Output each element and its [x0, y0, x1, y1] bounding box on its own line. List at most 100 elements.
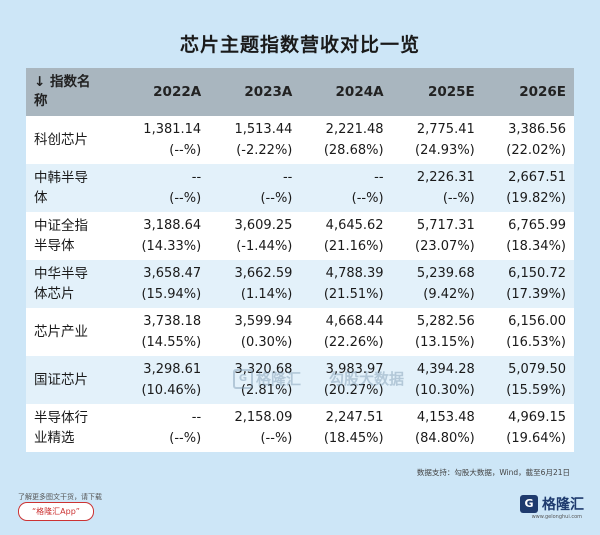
revenue-cell: -- (--%) — [118, 164, 210, 212]
growth-rate: (--%) — [260, 191, 293, 206]
growth-rate: (--%) — [260, 431, 293, 446]
growth-rate: (13.15%) — [415, 335, 475, 350]
growth-rate: (23.07%) — [415, 239, 475, 254]
growth-rate: (16.53%) — [506, 335, 566, 350]
revenue-value: 4,668.44 — [325, 314, 384, 329]
download-tip: 了解更多图文干货，请下载 — [18, 493, 102, 501]
growth-rate: (-2.22%) — [236, 143, 293, 158]
revenue-cell: 4,788.39 (21.51%) — [300, 260, 392, 308]
growth-rate: (22.26%) — [323, 335, 384, 350]
revenue-cell: 1,513.44 (-2.22%) — [209, 116, 301, 164]
revenue-cell: 2,247.51 (18.45%) — [300, 404, 392, 452]
revenue-cell: 5,717.31 (23.07%) — [391, 212, 483, 260]
revenue-value: 3,609.25 — [234, 218, 293, 233]
revenue-value: -- — [191, 170, 202, 185]
brand-name: 格隆汇 — [542, 497, 584, 513]
index-name: 国证芯片 — [34, 372, 88, 388]
revenue-cell: 4,668.44 (22.26%) — [300, 308, 392, 356]
revenue-value: 4,394.28 — [416, 362, 475, 377]
revenue-cell: 4,645.62 (21.16%) — [300, 212, 392, 260]
watermark-logo: G 格隆汇 — [233, 368, 301, 389]
revenue-value: 1,381.14 — [143, 122, 202, 137]
data-source-note: 数据支持：勾股大数据，Wind，截至6月21日 — [416, 468, 570, 477]
revenue-cell: 2,221.48 (28.68%) — [300, 116, 392, 164]
column-header-index-name[interactable]: ↓ 指数名 称 — [26, 68, 118, 116]
growth-rate: (--%) — [351, 191, 384, 206]
growth-rate: (19.64%) — [506, 431, 566, 446]
revenue-cell: 3,320.68 (2.81%) — [209, 356, 301, 404]
growth-rate: (15.59%) — [506, 383, 566, 398]
index-name: 芯片产业 — [34, 324, 88, 340]
growth-rate: (14.33%) — [141, 239, 202, 254]
revenue-cell: 3,298.61 (10.46%) — [118, 356, 210, 404]
column-header-name-cont: 称 — [34, 93, 48, 109]
growth-rate: (--%) — [169, 431, 202, 446]
growth-rate: (17.39%) — [506, 287, 566, 302]
revenue-value: -- — [282, 170, 293, 185]
growth-rate: (84.80%) — [415, 431, 475, 446]
revenue-value: 2,221.48 — [325, 122, 384, 137]
watermark-text: 勾股大数据 — [329, 370, 405, 388]
growth-rate: (20.27%) — [323, 383, 384, 398]
brand-logo: G 格隆汇 — [520, 494, 584, 514]
revenue-cell: 2,667.51 (19.82%) — [482, 164, 574, 212]
table-header-row: ↓ 指数名 称 2022A 2023A 2024A 2025E 2026E — [26, 68, 574, 116]
index-name-cell: 中华半导 体芯片 — [26, 260, 118, 308]
revenue-value: 3,738.18 — [143, 314, 202, 329]
index-name-cell: 中证全指 半导体 — [26, 212, 118, 260]
index-name: 科创芯片 — [34, 132, 88, 148]
revenue-value: 3,662.59 — [234, 266, 293, 281]
index-name-cell: 芯片产业 — [26, 308, 118, 356]
revenue-value: 3,599.94 — [234, 314, 293, 329]
revenue-cell: 2,775.41 (24.93%) — [391, 116, 483, 164]
index-name-cont: 体芯片 — [34, 286, 75, 302]
watermark: G 格隆汇 勾股大数据 — [233, 368, 404, 389]
revenue-cell: 5,282.56 (13.15%) — [391, 308, 483, 356]
revenue-value: 2,247.51 — [325, 410, 384, 425]
revenue-cell: 2,226.31 (--%) — [391, 164, 483, 212]
brand-logo-icon: G — [520, 495, 538, 513]
index-name-cont: 半导体 — [34, 238, 75, 254]
revenue-value: 5,079.50 — [508, 362, 566, 377]
growth-rate: (-1.44%) — [236, 239, 293, 254]
column-header-2023a: 2023A — [209, 68, 301, 116]
revenue-value: 2,158.09 — [234, 410, 293, 425]
revenue-value: 1,513.44 — [234, 122, 293, 137]
growth-rate: (9.42%) — [423, 287, 475, 302]
revenue-cell: 5,079.50 (15.59%) — [482, 356, 574, 404]
revenue-cell: 3,658.47 (15.94%) — [118, 260, 210, 308]
revenue-cell: 3,188.64 (14.33%) — [118, 212, 210, 260]
revenue-cell: 4,153.48 (84.80%) — [391, 404, 483, 452]
growth-rate: (28.68%) — [323, 143, 384, 158]
revenue-cell: -- (--%) — [209, 164, 301, 212]
revenue-cell: 3,609.25 (-1.44%) — [209, 212, 301, 260]
index-name-cont: 体 — [34, 190, 48, 206]
revenue-cell: 6,156.00 (16.53%) — [482, 308, 574, 356]
growth-rate: (0.30%) — [240, 335, 293, 350]
sort-arrow-label: ↓ 指数名 — [34, 74, 91, 90]
growth-rate: (--%) — [169, 143, 202, 158]
growth-rate: (18.45%) — [323, 431, 384, 446]
table-row: 国证芯片 3,298.61 (10.46%) 3,320.68 (2.81%) 3,983… — [26, 356, 574, 404]
index-name-cell: 中韩半导体 — [26, 164, 118, 212]
revenue-cell: 3,386.56 (22.02%) — [482, 116, 574, 164]
watermark-logo-icon: G — [233, 368, 253, 389]
revenue-table: ↓ 指数名 称 2022A 2023A 2024A 2025E 2026E 科创… — [26, 68, 574, 452]
watermark-logo-text: 格隆汇 — [256, 370, 302, 388]
revenue-value: -- — [191, 410, 202, 425]
revenue-cell: 4,969.15 (19.64%) — [482, 404, 574, 452]
growth-rate: (--%) — [169, 191, 202, 206]
revenue-value: 4,645.62 — [325, 218, 384, 233]
column-header-2026e: 2026E — [482, 68, 574, 116]
brand-site: www.gelonghui.com — [531, 514, 582, 520]
growth-rate: (10.46%) — [141, 383, 202, 398]
index-name: 中证全指 — [34, 218, 88, 234]
revenue-value: 6,156.00 — [508, 314, 566, 329]
revenue-cell: 3,599.94 (0.30%) — [209, 308, 301, 356]
revenue-value: 4,969.15 — [508, 410, 566, 425]
revenue-cell: 2,158.09 (--%) — [209, 404, 301, 452]
revenue-value: 5,717.31 — [416, 218, 475, 233]
column-header-2024a: 2024A — [300, 68, 392, 116]
revenue-cell: 1,381.14 (--%) — [118, 116, 210, 164]
app-download-link[interactable]: “格隆汇App” — [18, 502, 94, 521]
